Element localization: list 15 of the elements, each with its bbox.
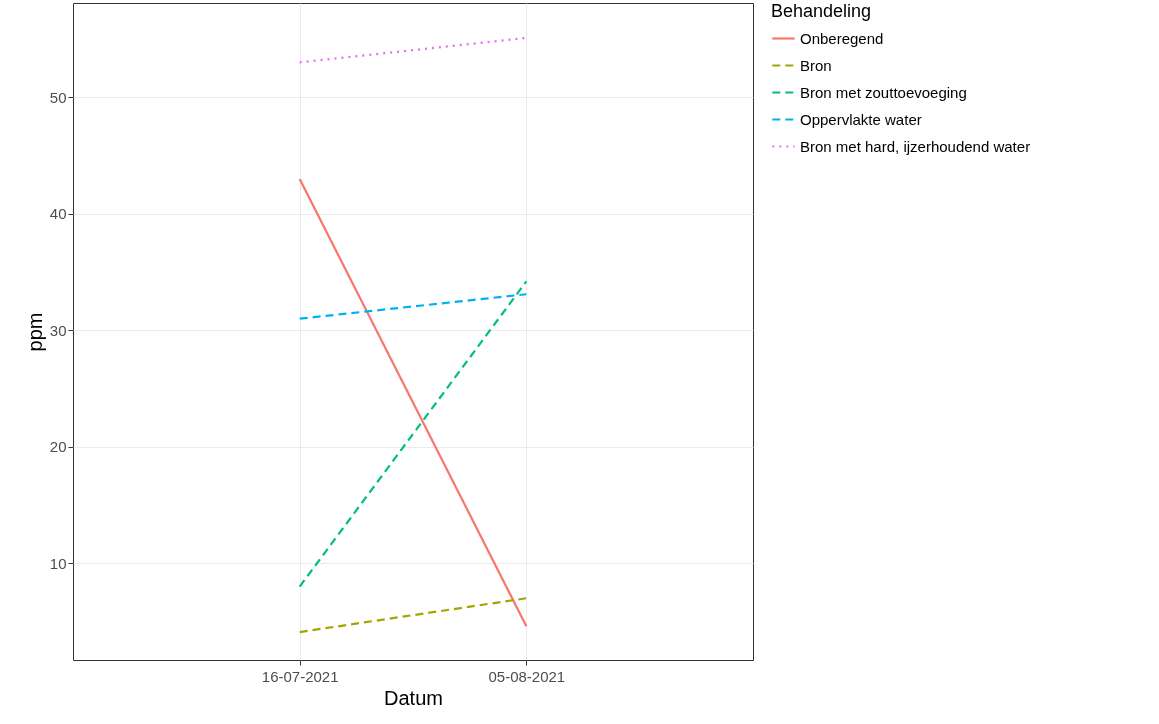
legend-label: Bron [800, 56, 832, 74]
x-tick-label: 05-08-2021 [488, 667, 566, 685]
legend-label: Onberegend [800, 29, 884, 47]
legend-label: Oppervlakte water [800, 110, 922, 128]
legend-label: Bron met hard, ijzerhoudend water [800, 137, 1031, 155]
legend-label: Bron met zouttoevoeging [800, 83, 967, 101]
legend-title: Behandeling [771, 1, 872, 21]
y-axis-title: ppm [23, 312, 46, 352]
y-tick-label: 40 [49, 205, 67, 223]
x-tick-label: 16-07-2021 [261, 667, 339, 685]
x-axis-title: Datum [384, 686, 443, 709]
y-tick-label: 20 [49, 438, 67, 456]
y-tick-label: 10 [49, 554, 67, 572]
y-tick-label: 30 [49, 321, 67, 339]
y-tick-label: 50 [49, 88, 67, 106]
